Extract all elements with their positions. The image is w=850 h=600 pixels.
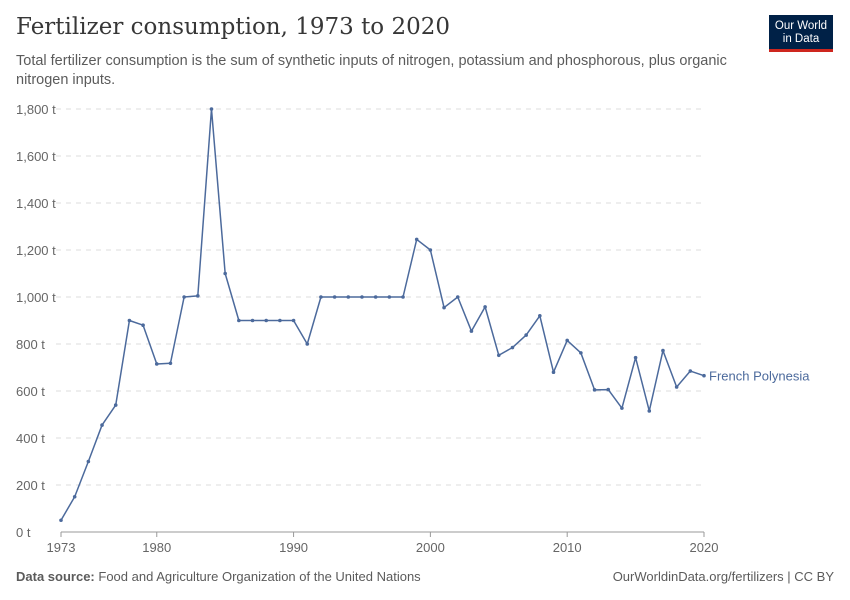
data-point — [551, 370, 556, 375]
data-point — [702, 373, 706, 378]
data-point — [141, 323, 145, 328]
chart-title: Fertilizer consumption, 1973 to 2020 — [16, 14, 451, 40]
data-point — [332, 295, 337, 299]
series-label: French Polynesia — [709, 369, 810, 384]
data-point — [510, 345, 515, 350]
data-point — [442, 305, 446, 310]
data-point — [346, 295, 351, 299]
y-tick-label: 800 t — [16, 337, 45, 352]
x-tick-label: 1980 — [142, 540, 171, 555]
data-point — [647, 409, 652, 413]
data-point — [305, 342, 310, 346]
x-tick-label: 1990 — [279, 540, 308, 555]
source-label: Data source: — [16, 569, 95, 584]
data-point — [278, 318, 282, 323]
source-text: Food and Agriculture Organization of the… — [98, 569, 421, 584]
data-point — [606, 387, 611, 392]
data-point — [620, 406, 624, 410]
y-tick-label: 1,000 t — [16, 290, 56, 305]
data-point — [674, 385, 679, 389]
data-point — [86, 459, 91, 464]
data-point — [496, 353, 501, 358]
data-point — [387, 295, 392, 299]
chart-subtitle: Total fertilizer consumption is the sum … — [16, 53, 727, 88]
data-point — [483, 305, 487, 309]
data-point — [633, 355, 638, 360]
data-point — [538, 314, 542, 318]
data-point — [565, 338, 569, 343]
data-point — [661, 348, 665, 353]
data-point — [59, 518, 63, 523]
data-point — [592, 388, 597, 392]
x-tick-label: 2000 — [416, 540, 445, 555]
data-point — [209, 107, 214, 111]
data-point — [100, 423, 104, 427]
y-tick-label: 1,400 t — [16, 196, 56, 211]
data-point — [250, 318, 255, 323]
data-point — [154, 362, 159, 366]
data-point — [223, 271, 227, 276]
x-tick-label: 2020 — [690, 540, 719, 555]
x-tick-label: 1973 — [47, 540, 76, 555]
data-point — [127, 318, 132, 323]
data-point — [113, 403, 118, 407]
data-point — [688, 369, 693, 373]
y-tick-label: 0 t — [16, 525, 31, 540]
data-point — [291, 318, 296, 323]
data-point — [319, 295, 323, 299]
series-line — [60, 108, 705, 521]
data-point — [401, 295, 405, 299]
data-point — [414, 237, 419, 242]
y-tick-label: 600 t — [16, 384, 45, 399]
y-tick-label: 1,600 t — [16, 149, 56, 164]
y-tick-label: 1,200 t — [16, 243, 56, 258]
owid-logo[interactable]: Our World in Data — [769, 15, 833, 52]
data-point — [237, 318, 241, 323]
data-point — [182, 295, 186, 299]
data-source: Data source: Food and Agriculture Organi… — [16, 569, 421, 584]
data-point — [469, 329, 474, 333]
y-tick-label: 1,800 t — [16, 102, 56, 117]
data-point — [168, 361, 173, 366]
data-point — [264, 318, 269, 323]
y-tick-label: 400 t — [16, 431, 45, 446]
x-tick-label: 2010 — [553, 540, 582, 555]
data-point — [428, 248, 433, 252]
data-point — [72, 494, 77, 499]
y-tick-label: 200 t — [16, 478, 45, 493]
data-point — [524, 333, 528, 337]
data-point — [579, 351, 583, 355]
footer-link[interactable]: OurWorldinData.org/fertilizers | CC BY — [612, 569, 834, 584]
data-point — [455, 295, 460, 299]
data-point — [360, 295, 364, 299]
data-point — [373, 295, 378, 299]
data-point — [196, 294, 200, 298]
